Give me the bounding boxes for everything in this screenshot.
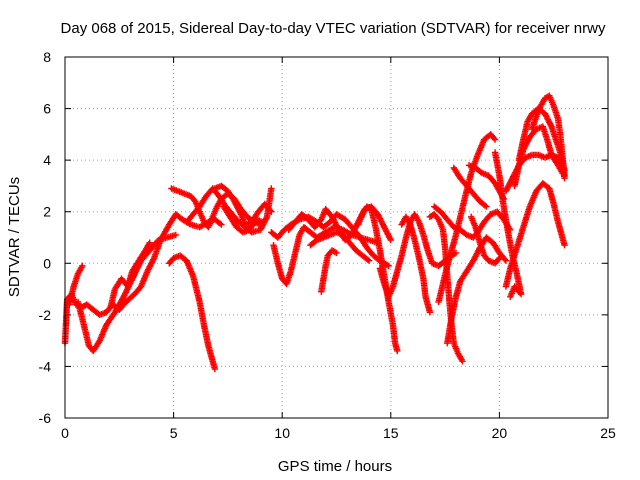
data-layer (61, 92, 568, 373)
tick-label-layer: 0 5 10 15 20 25 -6 -4 -2 0 2 4 6 8 (39, 49, 616, 441)
data-point-marker (386, 235, 394, 242)
plot-frame (64, 56, 609, 419)
data-point-marker (481, 202, 489, 209)
data-point (333, 249, 340, 257)
series-track-5 (166, 252, 219, 373)
x-tick-label: 20 (492, 425, 508, 441)
y-tick-label: 0 (43, 255, 51, 271)
data-point (507, 293, 514, 301)
x-tick-label: 25 (600, 425, 616, 441)
data-point (561, 172, 568, 179)
series-track-17 (398, 213, 434, 316)
data-point-marker (495, 256, 502, 263)
y-axis-label: SDTVAR / TECUs (6, 177, 23, 297)
data-point (79, 262, 86, 270)
series-track-25 (491, 149, 525, 301)
data-point (561, 242, 568, 249)
data-point (211, 365, 219, 373)
x-tick-label: 5 (170, 425, 178, 441)
data-point (365, 257, 373, 264)
data-point (218, 221, 225, 228)
data-point-marker (364, 256, 371, 263)
data-point-marker (547, 121, 555, 129)
data-point (496, 254, 503, 262)
data-point (146, 239, 153, 246)
data-point (502, 257, 510, 264)
chart-title: Day 068 of 2015, Sidereal Day-to-day VTE… (61, 20, 606, 37)
data-point (426, 309, 434, 316)
data-point-marker (490, 135, 498, 142)
series-track-22 (450, 164, 490, 210)
data-point (387, 236, 394, 244)
x-axis-label: GPS time / hours (278, 458, 392, 475)
data-point (459, 358, 466, 365)
data-point-marker (216, 220, 224, 227)
y-tick-label: -6 (39, 410, 52, 426)
data-point (483, 203, 490, 210)
data-point (259, 218, 266, 226)
data-point (385, 262, 392, 270)
data-point-marker (150, 256, 157, 263)
y-tick-label: 6 (43, 101, 51, 117)
data-point-marker (263, 215, 270, 222)
series-track-19 (435, 131, 499, 306)
series-track-14 (318, 247, 340, 295)
data-point (394, 347, 401, 355)
y-tick-label: -2 (39, 307, 52, 323)
y-tick-label: -4 (39, 358, 52, 374)
series-track-8 (211, 182, 275, 228)
y-tick-label: 8 (43, 49, 51, 65)
y-tick-label: 2 (43, 204, 51, 220)
series-track-4 (107, 239, 153, 311)
series-track-9 (220, 203, 266, 236)
data-point (268, 208, 275, 215)
series-track-29 (528, 92, 568, 179)
x-tick-label: 0 (61, 425, 69, 441)
data-point (172, 231, 179, 239)
x-tick-label: 15 (383, 425, 399, 441)
y-tick-label: 4 (43, 152, 51, 168)
series-track-30 (502, 180, 568, 290)
x-tick-label: 10 (274, 425, 290, 441)
series-track-24 (467, 213, 503, 267)
data-point-marker (501, 256, 509, 263)
data-point-marker (267, 207, 274, 214)
series-track-13 (307, 229, 373, 264)
series-track-2 (66, 262, 86, 308)
data-point (491, 136, 499, 143)
data-point (268, 185, 275, 192)
